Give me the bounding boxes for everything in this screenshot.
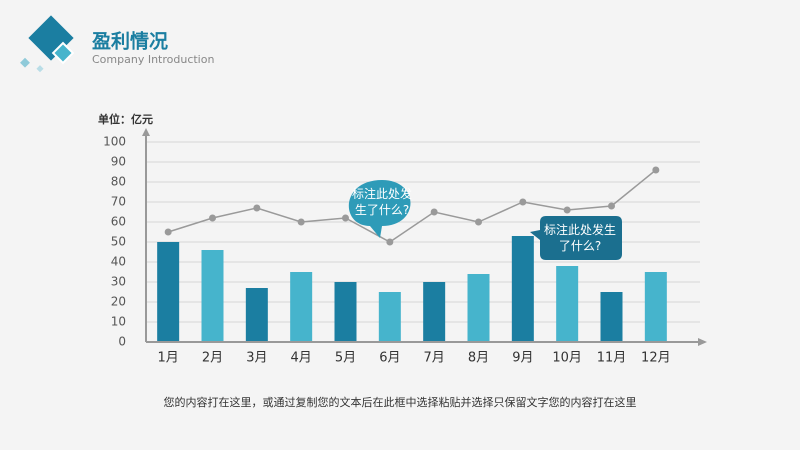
x-tick-label: 4月	[291, 351, 312, 366]
y-tick-label: 30	[111, 275, 126, 289]
x-axis-arrow	[698, 338, 707, 346]
x-tick-label: 10月	[552, 351, 582, 366]
bar	[467, 274, 490, 342]
y-tick-label: 100	[103, 135, 126, 149]
bar	[245, 288, 268, 342]
y-tick-label: 80	[111, 175, 126, 189]
annotation: 标注此处发生了什么?	[351, 187, 412, 217]
y-tick-label: 90	[111, 155, 126, 169]
bar	[334, 282, 357, 342]
bar	[201, 250, 224, 342]
y-tick-label: 50	[111, 235, 126, 249]
title: 盈利情况	[91, 30, 168, 53]
line-point	[475, 218, 482, 226]
bar	[290, 272, 313, 342]
x-tick-label: 8月	[468, 351, 489, 366]
line-point	[519, 198, 527, 206]
y-tick-label: 10	[111, 315, 126, 329]
x-tick-label: 3月	[246, 351, 267, 366]
line	[167, 169, 657, 243]
bar	[600, 292, 623, 342]
x-tick-label: 12月	[641, 351, 671, 366]
line-point	[297, 218, 305, 226]
bar	[511, 236, 534, 342]
line-point	[209, 214, 216, 222]
bar	[556, 266, 579, 342]
line-point	[563, 206, 571, 214]
y-tick-label: 60	[111, 215, 126, 229]
line-point	[608, 202, 615, 210]
y-tick-label: 40	[111, 255, 126, 269]
y-tick-label: 0	[118, 335, 126, 349]
y-tick-label: 20	[111, 295, 126, 309]
bar	[423, 282, 446, 342]
y-axis-arrow	[142, 128, 150, 136]
line-point	[430, 208, 438, 216]
x-tick-label: 9月	[512, 351, 533, 366]
bar	[378, 292, 401, 342]
x-tick-label: 6月	[379, 351, 400, 366]
callout-bubble	[348, 180, 411, 238]
x-tick-label: 5月	[335, 351, 356, 366]
unit-label: 单位：亿元	[98, 112, 153, 126]
line-point	[253, 204, 261, 212]
x-tick-label: 7月	[424, 351, 445, 366]
subtitle: Company Introduction	[92, 53, 214, 66]
logo	[20, 15, 75, 73]
bar	[644, 272, 667, 342]
x-tick-label: 2月	[202, 351, 223, 366]
y-tick-label: 70	[111, 195, 126, 209]
x-tick-label: 11月	[597, 351, 627, 366]
callout-box	[530, 216, 622, 260]
annotation: 标注此处发生了什么?	[543, 223, 616, 253]
line-point	[652, 166, 660, 174]
bar	[157, 242, 180, 342]
line-point	[386, 238, 394, 246]
line-point	[164, 228, 172, 236]
line-point	[342, 214, 349, 222]
x-tick-label: 1月	[158, 351, 179, 366]
footer: 您的内容打在这里，或通过复制您的文本后在此框中选择粘贴并选择只保留文字您的内容打…	[164, 395, 637, 409]
